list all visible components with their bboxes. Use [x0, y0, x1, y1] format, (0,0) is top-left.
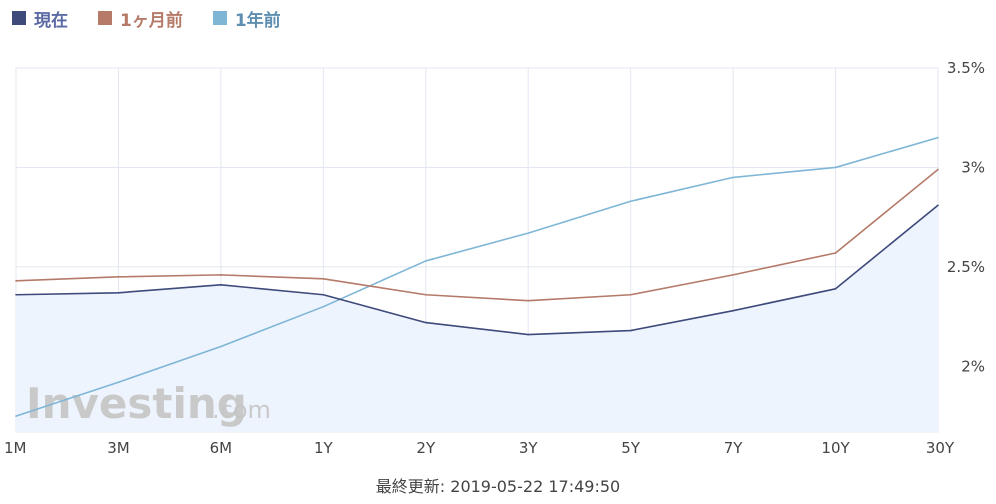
data-point [117, 276, 120, 278]
x-tick-label: 3Y [519, 439, 539, 457]
data-point [117, 291, 120, 294]
x-tick-label: 3M [107, 439, 130, 457]
data-point [15, 280, 17, 282]
investing-logo: Investing [26, 379, 247, 428]
data-point [220, 274, 222, 276]
data-point [322, 278, 325, 280]
data-point [15, 415, 17, 417]
last-updated: 最終更新: 2019-05-22 17:49:50 [375, 477, 621, 496]
data-point [629, 293, 632, 296]
x-tick-label: 7Y [724, 439, 744, 457]
data-point [834, 287, 837, 290]
series-line [15, 204, 939, 336]
data-point [629, 329, 632, 332]
legend-swatch [212, 11, 227, 25]
data-point [117, 381, 120, 384]
x-tick-label: 6M [210, 439, 233, 457]
x-tick-label: 1Y [314, 439, 334, 457]
x-tick-label: 1M [4, 439, 27, 457]
x-tick-label: 2Y [416, 439, 436, 457]
data-point [322, 293, 325, 296]
data-point [220, 345, 222, 348]
data-point [732, 309, 734, 312]
x-tick-label: 30Y [926, 439, 955, 457]
legend-item[interactable]: 1ヶ月前 [98, 6, 183, 31]
y-tick-label: 2.5% [947, 258, 985, 276]
data-point [834, 252, 837, 254]
data-point [629, 200, 632, 203]
investing-logo-suffix: .com [212, 396, 271, 424]
series-line [15, 168, 939, 302]
data-point [937, 136, 939, 139]
data-point [322, 305, 325, 308]
y-tick-label: 2% [961, 357, 985, 375]
data-point [732, 176, 734, 179]
legend-label: 1年前 [234, 10, 281, 31]
series-line [15, 136, 939, 417]
data-point [937, 204, 939, 207]
data-point [424, 260, 427, 262]
data-point [424, 321, 427, 324]
legend-item[interactable]: 1年前 [212, 6, 281, 31]
legend-item[interactable]: 現在 [12, 6, 68, 31]
current-series-area [16, 205, 938, 432]
legend-label: 1ヶ月前 [120, 10, 183, 31]
y-tick-label: 3.5% [947, 59, 985, 77]
chart-legend: 現在 1ヶ月前 1年前 [12, 6, 311, 31]
legend-swatch [98, 11, 112, 25]
legend-swatch [12, 11, 26, 25]
data-point [527, 299, 530, 302]
legend-label: 現在 [34, 10, 68, 31]
data-point [937, 168, 939, 171]
data-point [834, 166, 837, 169]
y-tick-label: 3% [961, 158, 985, 176]
data-point [527, 232, 530, 234]
data-point [424, 293, 427, 296]
x-tick-label: 5Y [621, 439, 641, 457]
data-point [220, 284, 222, 286]
x-tick-label: 10Y [821, 439, 850, 457]
data-point [15, 293, 17, 296]
data-point [732, 274, 734, 276]
data-point [527, 333, 530, 336]
